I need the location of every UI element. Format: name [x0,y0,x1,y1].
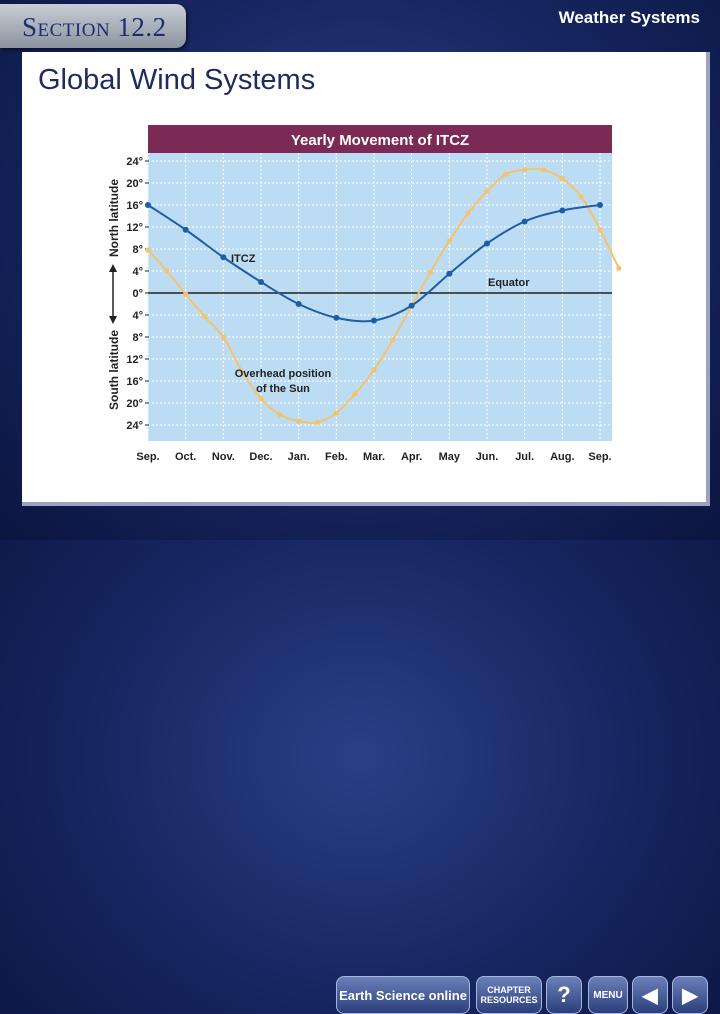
itcz-chart: Yearly Movement of ITCZ Equator 24° 20° 16… [107,125,622,463]
topic-title: Weather Systems [558,8,700,27]
sun-point [296,418,302,424]
next-arrow-icon: ▶ [682,984,698,1007]
itcz-point [371,317,377,324]
sun-point [559,176,565,182]
itcz-point [220,254,227,261]
sun-point [597,227,603,233]
y-axis-label-north: North latitude [107,179,121,257]
chart-title-bar [148,125,612,153]
sun-point [352,391,358,397]
itcz-point [145,202,151,208]
page-title: Global Wind Systems [38,64,316,96]
x-tick-label: Sep. [136,451,159,463]
section-label: Section 12.2 [22,12,167,42]
x-tick-label: Feb. [325,451,348,463]
y-tick-label: 8° [132,332,143,344]
plot-area [148,153,612,441]
itcz-point [597,202,603,208]
x-tick-label: Aug. [550,451,574,463]
x-tick-label: Dec. [249,451,272,463]
sun-point [201,314,208,320]
prev-button[interactable]: ◀ [632,976,668,1014]
y-tick-label: 8° [132,244,143,256]
itcz-point [333,314,340,321]
itcz-point [258,279,264,285]
menu-label: MENU [593,989,623,1001]
y-tick-label: 20° [126,178,143,190]
nav-bar: Earth Science online CHAPTER RESOURCES ?… [336,486,708,1014]
chapter-resources-label-1: CHAPTER [487,985,531,995]
x-tick-label: Oct. [175,451,196,463]
sun-label-line1: Overhead position [235,368,332,380]
y-tick-label: 12° [126,354,143,366]
sun-point [220,334,226,340]
sun-label-line2: of the Sun [256,383,310,395]
equator-label: Equator [488,277,530,289]
sun-point [145,247,151,253]
sun-point [427,269,434,275]
chapter-resources-label-2: RESOURCES [480,995,538,1005]
help-button[interactable]: ? [546,976,582,1014]
x-tick-label: Jan. [288,451,310,463]
y-tick-label: 4° [132,310,143,322]
sun-point [183,291,189,297]
x-tick-label: Jul. [515,451,534,463]
y-tick-label: 0° [132,288,143,300]
itcz-point [521,218,528,225]
sun-point [258,396,264,402]
y-axis-arrow-down [109,316,117,324]
sun-point [465,210,471,216]
x-tick-label: Mar. [363,451,385,463]
sun-point [239,369,245,375]
section-tab: Section 12.2 [0,4,186,48]
x-tick-label: May [439,451,461,463]
sun-point [446,238,452,244]
y-tick-label: 24° [126,156,143,168]
itcz-label: ITCZ [231,253,256,265]
y-tick-label: 24° [126,420,143,432]
y-tick-label: 16° [126,376,143,388]
itcz-point [484,240,490,247]
sun-point [578,194,584,200]
sun-point [277,411,283,418]
help-icon: ? [557,982,571,1007]
sun-point [164,268,170,274]
y-axis-arrow-up [109,264,117,272]
y-tick-label: 4° [132,266,143,278]
sun-point [390,337,396,343]
sun-point [333,410,339,416]
chart-title: Yearly Movement of ITCZ [291,132,469,149]
itcz-point [295,301,302,307]
sun-point [314,419,321,425]
sun-point [522,167,528,173]
prev-arrow-icon: ◀ [642,984,658,1007]
y-tick-label: 12° [126,222,143,234]
y-axis-label-south: South latitude [107,330,121,410]
sun-point [616,265,622,271]
sun-point [540,167,547,173]
itcz-point [559,207,566,214]
x-tick-label: Sep. [588,451,611,463]
y-tick-label: 16° [126,200,143,212]
earth-science-online-label: Earth Science online [339,987,467,1003]
chapter-resources-button[interactable]: CHAPTER RESOURCES [476,976,542,1014]
itcz-point [182,226,189,233]
itcz-point [446,270,453,277]
next-button[interactable]: ▶ [672,976,708,1014]
sun-point [503,171,509,177]
x-tick-label: Apr. [401,451,422,463]
itcz-point [408,302,415,309]
menu-button[interactable]: MENU [588,976,628,1014]
x-tick-label: Jun. [476,451,499,463]
x-tick-label: Nov. [212,451,235,463]
sun-point [484,188,490,194]
earth-science-online-button[interactable]: Earth Science online [336,976,470,1014]
y-tick-label: 20° [126,398,143,410]
sun-point [371,367,377,373]
